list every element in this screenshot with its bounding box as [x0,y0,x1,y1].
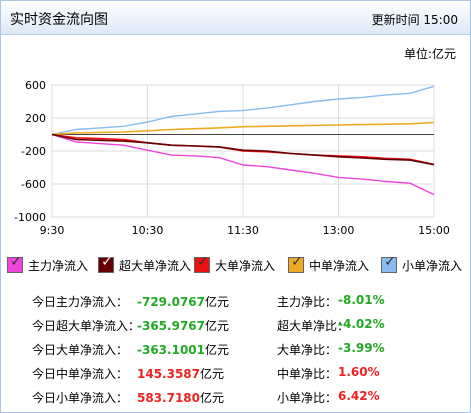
ratio-value: -8.01% [338,293,385,307]
stat-unit: 亿元 [200,367,225,381]
stat-unit: 亿元 [205,295,230,309]
chart-legend: ✓ 主力净流入 ✓ 超大单净流入 ✓ 大单净流入 ✓ 中单净流入 ✓ 小单净流入 [1,254,470,278]
legend-label-super: 超大单净流入 [119,258,192,273]
x-tick-label: 9:30 [40,224,65,237]
update-label: 更新时间 [371,13,420,27]
y-tick-label: -600 [21,178,46,191]
stat-number: -729.0767 [137,295,205,309]
unit-label: 单位:亿元 [403,47,456,61]
legend-label-main: 主力净流入 [28,258,89,273]
stat-label: 今日主力净流入： [32,295,129,309]
stat-value: 583.7180亿元 [137,389,224,406]
stat-label: 今日大单净流入： [32,343,129,357]
stat-unit: 亿元 [205,343,230,357]
legend-item-main[interactable]: ✓ 主力净流入 [7,254,88,276]
page-title: 实时资金流向图 [10,12,108,28]
legend-swatch-mid: ✓ [288,254,304,273]
stat-value: -363.1001亿元 [137,341,229,358]
legend-item-large[interactable]: ✓ 大单净流入 [194,254,275,276]
ratio-value: -4.02% [338,317,385,331]
ratio-value: 1.60% [338,365,380,379]
x-tick-label: 15:00 [418,224,450,237]
series-line-2 [51,133,435,166]
check-icon: ✓ [10,254,22,270]
legend-swatch-small: ✓ [381,254,397,273]
legend-label-large: 大单净流入 [215,258,276,273]
stat-number: -365.9767 [137,319,205,333]
series-line-5 [51,85,435,136]
y-tick-label: 200 [25,112,46,125]
update-time: 更新时间 15:00 [372,11,458,28]
legend-swatch-main: ✓ [7,254,23,273]
stat-number: -363.1001 [137,343,205,357]
stat-unit: 亿元 [205,319,230,333]
y-tick-label: -1000 [14,211,46,224]
y-tick-label: 600 [25,79,46,92]
stat-number: 145.3587 [137,367,201,381]
series-line-4 [51,121,435,136]
stat-row-super: 今日超大单净流入： -365.9767亿元 超大单净比： -4.02% [1,317,470,337]
legend-label-mid: 中单净流入 [309,258,370,273]
panel-header: 实时资金流向图 更新时间 15:00 [1,1,470,35]
legend-item-super[interactable]: ✓ 超大单净流入 [98,254,191,276]
stat-row-large: 今日大单净流入： -363.1001亿元 大单净比： -3.99% [1,341,470,361]
y-tick-label: -200 [21,145,46,158]
ratio-label: 大单净比： [277,343,338,357]
check-icon: ✓ [101,254,113,270]
series-line-1 [51,133,435,196]
stat-row-small: 今日小单净流入： 583.7180亿元 小单净比： 6.42% [1,389,470,409]
check-icon: ✓ [197,254,209,270]
legend-swatch-super: ✓ [98,254,114,273]
x-tick-label: 10:30 [132,224,164,237]
legend-item-mid[interactable]: ✓ 中单净流入 [288,254,369,276]
x-tick-label: 11:30 [227,224,259,237]
check-icon: ✓ [291,254,303,270]
ratio-label: 主力净比： [277,295,338,309]
ratio-value: -3.99% [338,341,385,355]
stat-label: 今日小单净流入： [32,391,129,405]
stat-row-main: 今日主力净流入： -729.0767亿元 主力净比： -8.01% [1,293,470,313]
stat-value: 145.3587亿元 [137,365,224,382]
check-icon: ✓ [384,254,396,270]
stat-value: -729.0767亿元 [137,293,229,310]
stat-label: 今日超大单净流入： [32,319,141,333]
stat-row-mid: 今日中单净流入： 145.3587亿元 中单净比： 1.60% [1,365,470,385]
stat-unit: 亿元 [200,391,225,405]
x-tick-label: 13:00 [323,224,355,237]
update-time-value: 15:00 [423,13,458,27]
stat-value: -365.9767亿元 [137,317,229,334]
ratio-label: 小单净比： [277,391,338,405]
ratio-label: 中单净比： [277,367,338,381]
legend-swatch-large: ✓ [194,254,210,273]
legend-label-small: 小单净流入 [402,258,463,273]
legend-item-small[interactable]: ✓ 小单净流入 [381,254,462,276]
stat-label: 今日中单净流入： [32,367,129,381]
stat-number: 583.7180 [137,391,201,405]
ratio-label: 超大单净比： [277,319,350,333]
ratio-value: 6.42% [338,389,380,403]
